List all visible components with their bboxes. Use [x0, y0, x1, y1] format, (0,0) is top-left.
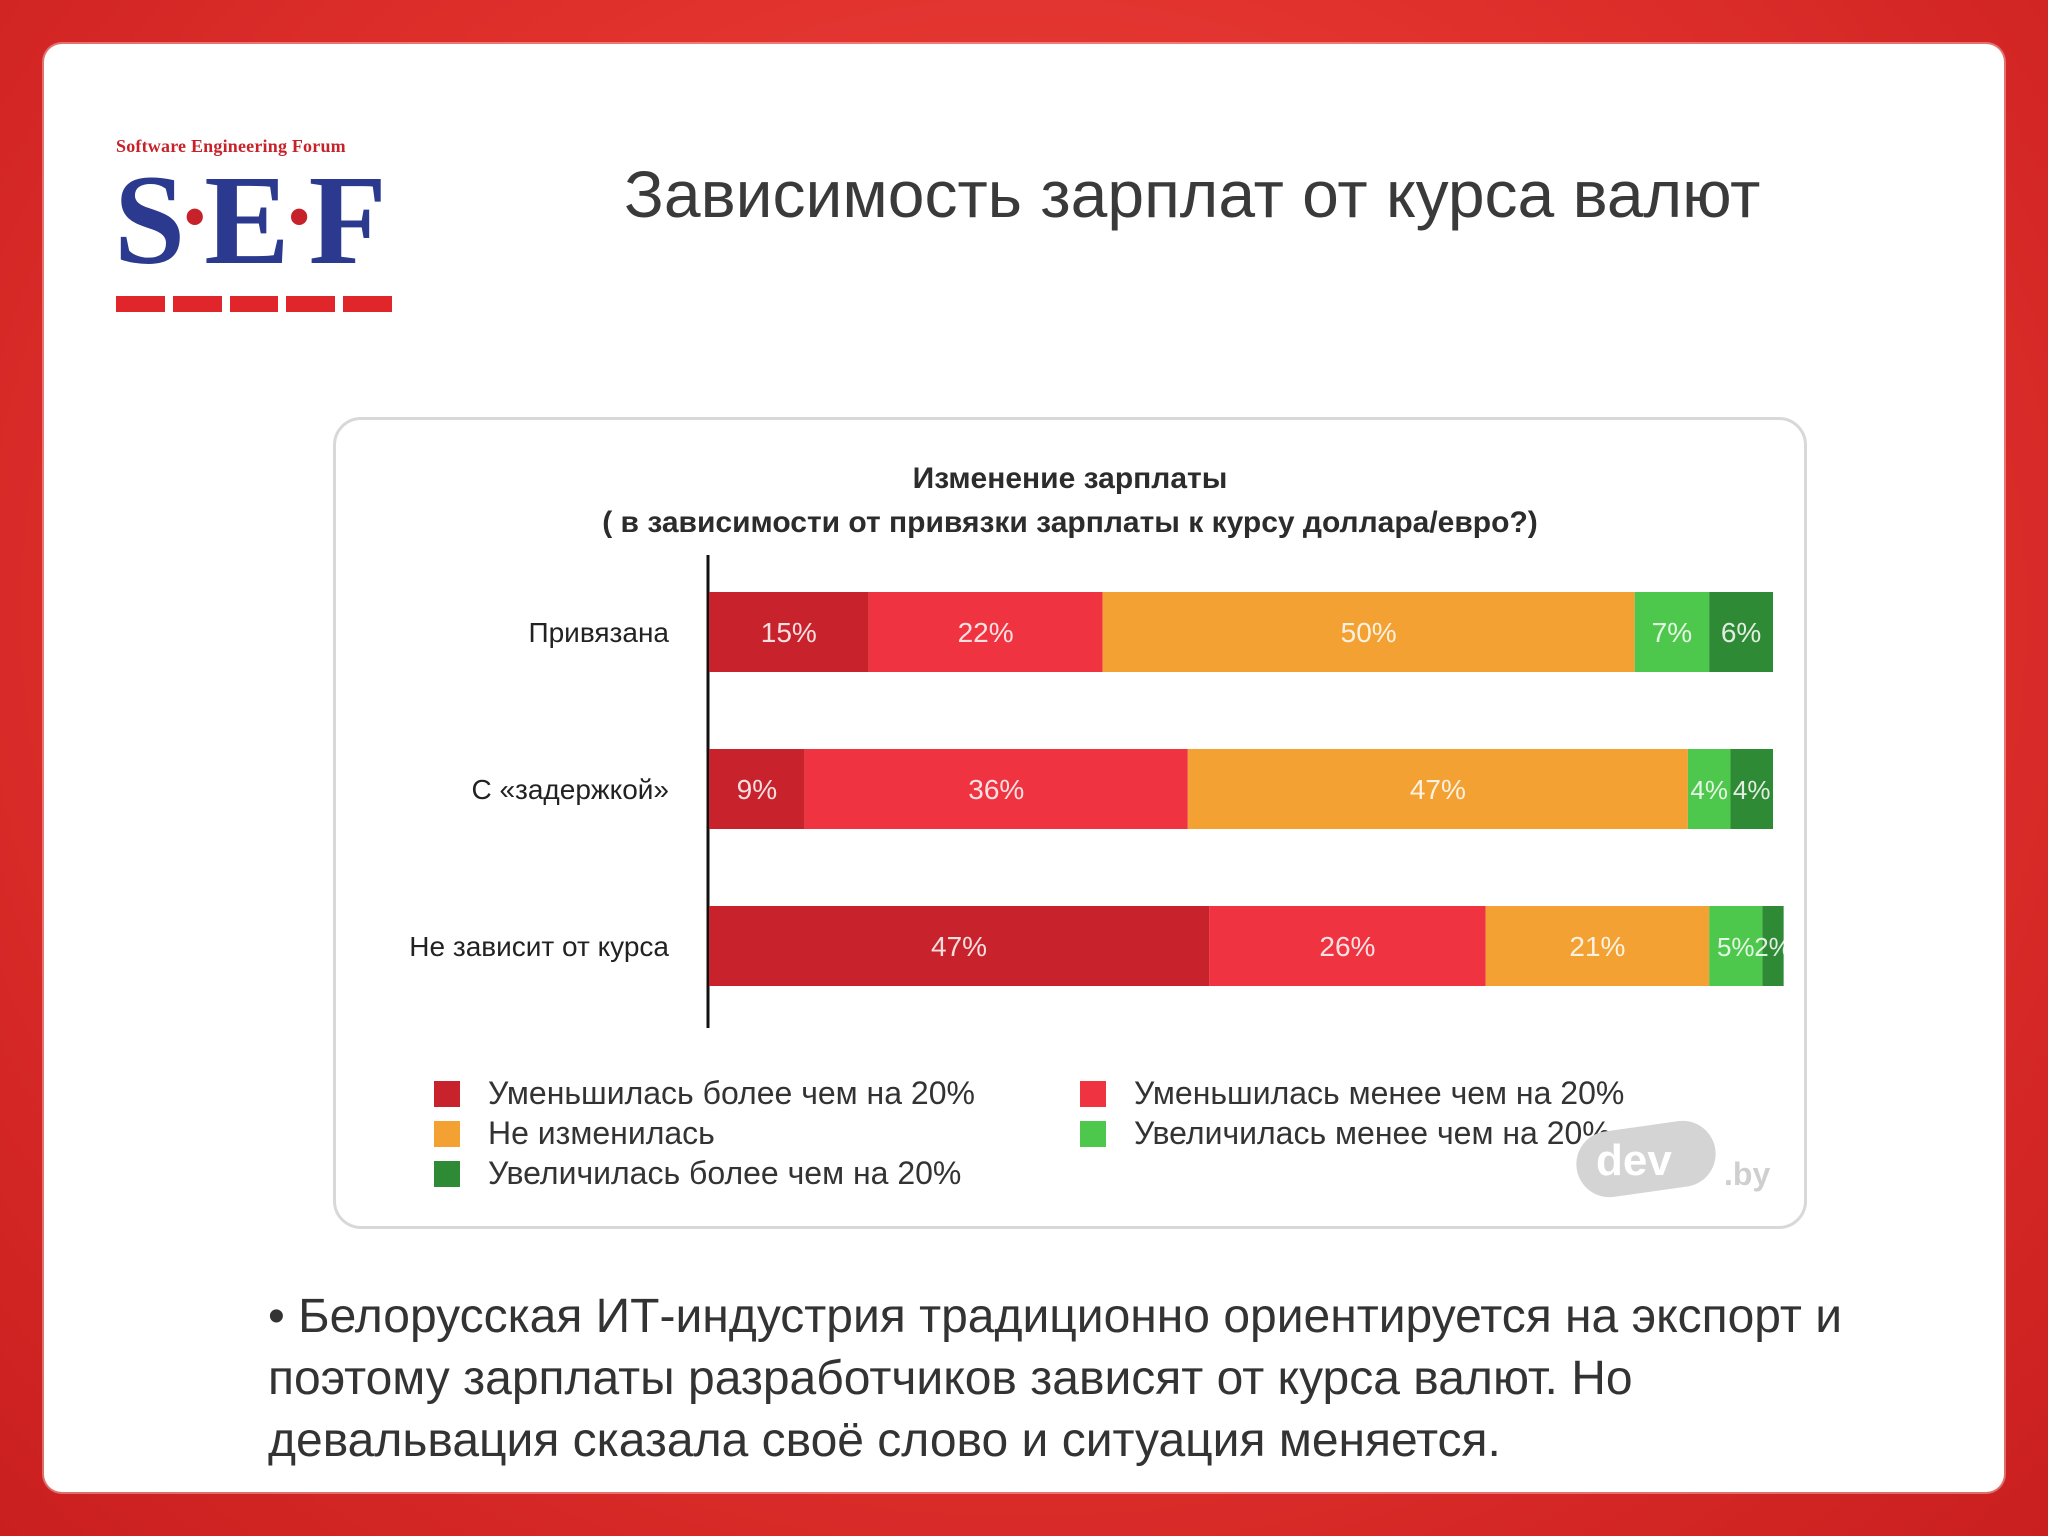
legend-item: Уменьшилась менее чем на 20% [1080, 1075, 1624, 1112]
chart-title: Изменение зарплаты [912, 462, 1228, 495]
bar-value-label: 4% [1733, 775, 1771, 805]
bar-segment [1762, 906, 1784, 986]
logo-bars [116, 296, 392, 312]
bar-segment [1709, 592, 1773, 672]
bar-value-label: 7% [1652, 617, 1692, 648]
legend-item: Не изменилась [434, 1115, 715, 1152]
legend-item: Увеличилась менее чем на 20% [1080, 1115, 1611, 1152]
slide-title: Зависимость зарплат от курса валют [624, 157, 1761, 231]
bar-segment [1730, 749, 1773, 829]
legend-item: Увеличилась более чем на 20% [434, 1155, 961, 1192]
legend-label: Увеличилась более чем на 20% [488, 1155, 962, 1191]
bar-segment [868, 592, 1103, 672]
legend-swatch [434, 1160, 460, 1187]
chart-legend: Уменьшилась более чем на 20% Уменьшилась… [434, 1075, 1634, 1205]
bullet-text: • Белорусская ИТ-индустрия традиционно о… [268, 1290, 1843, 1467]
category-label: Привязана [528, 617, 669, 648]
legend-label: Уменьшилась более чем на 20% [488, 1075, 975, 1111]
bar-value-label: 36% [968, 774, 1024, 805]
legend-label: Уменьшилась менее чем на 20% [1134, 1075, 1625, 1111]
category-label: С «задержкой» [471, 774, 669, 805]
legend-swatch [1080, 1080, 1106, 1107]
bar-value-label: 26% [1319, 931, 1375, 962]
logo-dot-icon: • [288, 184, 310, 250]
bar-value-label: 47% [1410, 774, 1466, 805]
bar-segment [1209, 906, 1486, 986]
chart-panel: Изменение зарплаты ( в зависимости от пр… [333, 417, 1807, 1229]
stacked-bar-chart: Привязана 15% 22% 50% 7% 6% С «задержкой» 9% 36%… [409, 555, 1792, 1028]
bar-segment [709, 906, 1210, 986]
logo-letters: S•E•F [114, 156, 387, 307]
bar-value-label: 2% [1754, 932, 1792, 962]
bar-segment [1102, 592, 1635, 672]
bar-value-label: 50% [1341, 617, 1397, 648]
legend-swatch [434, 1080, 460, 1107]
devby-suffix: .by [1724, 1156, 1771, 1192]
bar-segment [1709, 906, 1763, 986]
sef-logo: Software Engineering Forum S•E•F [114, 136, 394, 318]
bar-value-label: 5% [1717, 932, 1755, 962]
bar-segment [804, 749, 1188, 829]
bar-value-label: 15% [761, 617, 817, 648]
devby-logo-text: dev [1596, 1136, 1672, 1185]
bar-value-label: 22% [958, 617, 1014, 648]
bar-segment [709, 592, 869, 672]
chart-subtitle: ( в зависимости от привязки зарплаты к к… [602, 506, 1538, 539]
bar-value-label: 6% [1721, 617, 1761, 648]
logo-tagline: Software Engineering Forum [116, 136, 346, 156]
bar-value-label: 4% [1690, 775, 1728, 805]
legend-item: Уменьшилась более чем на 20% [434, 1075, 975, 1112]
bar-segment [1634, 592, 1710, 672]
logo-letter-s: S [114, 149, 185, 291]
legend-label: Увеличилась менее чем на 20% [1134, 1115, 1611, 1151]
legend-swatch [434, 1120, 460, 1147]
legend-swatch [1080, 1120, 1106, 1147]
bar-segment [1485, 906, 1710, 986]
legend-label: Не изменилась [488, 1115, 715, 1151]
category-label: Не зависит от курса [409, 931, 669, 962]
logo-dot-icon: • [184, 184, 205, 250]
slide: Software Engineering Forum S•E•F Зависим… [44, 44, 2004, 1492]
bar-value-label: 47% [931, 931, 987, 962]
bar-value-label: 9% [737, 774, 777, 805]
bar-value-label: 21% [1569, 931, 1625, 962]
bar-segment [1687, 749, 1731, 829]
logo-letter-f: F [308, 149, 387, 291]
bar-segment [1187, 749, 1688, 829]
devby-watermark: dev .by [1572, 1116, 1786, 1202]
bar-segment [709, 749, 805, 829]
logo-letter-e: E [204, 149, 289, 291]
